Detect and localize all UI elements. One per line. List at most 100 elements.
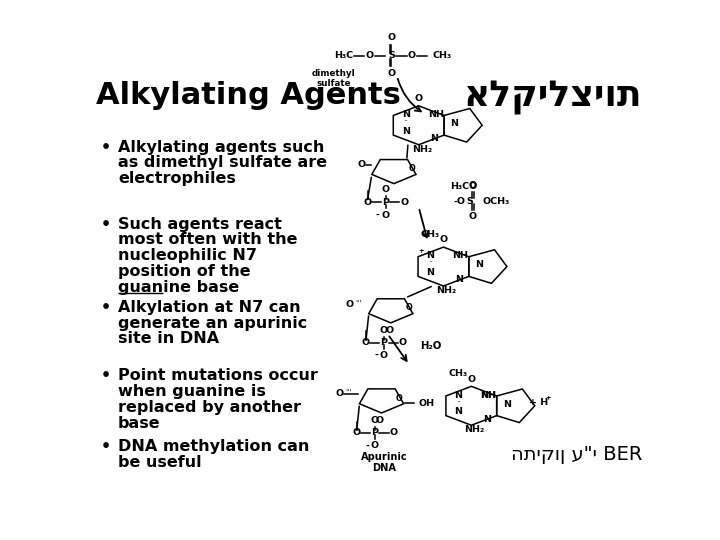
Text: O: O [357,160,366,169]
Text: Point mutations occur: Point mutations occur [118,368,318,383]
Text: position of the: position of the [118,264,251,279]
Text: ''': ''' [355,300,361,309]
Text: be useful: be useful [118,455,202,470]
Text: Alkylating Agents: Alkylating Agents [96,82,400,111]
Text: O: O [371,416,379,424]
Text: dimethyl: dimethyl [312,69,356,78]
Text: ··: ·· [456,398,461,407]
Text: N: N [402,110,410,119]
Text: •: • [101,300,112,315]
Text: •: • [101,368,112,383]
Text: -: - [374,352,378,360]
Text: S: S [467,197,473,206]
Text: O: O [396,394,403,402]
Text: P: P [380,338,387,347]
Text: •: • [101,217,112,232]
Text: O: O [382,211,390,220]
Text: CH₃: CH₃ [449,369,468,378]
Text: N: N [430,134,438,143]
Text: generate an apurinic: generate an apurinic [118,315,307,330]
Text: NH₂: NH₂ [464,425,485,434]
Text: H₃C: H₃C [335,51,354,60]
Text: •: • [101,140,112,154]
Text: אלקילציות: אלקילציות [464,82,642,116]
Text: O: O [469,181,477,190]
Text: H₂O: H₂O [420,341,442,352]
Text: O: O [415,94,423,103]
Text: O: O [439,235,448,245]
Text: -: - [365,441,369,450]
Text: NH: NH [480,390,496,400]
Text: OCH₃: OCH₃ [482,197,509,206]
Text: O: O [400,198,408,207]
Text: CH₃: CH₃ [433,51,451,60]
Text: base: base [118,416,161,431]
Text: electrophiles: electrophiles [118,171,235,186]
Text: DNA: DNA [373,463,397,472]
Text: ··: ·· [428,259,433,268]
Text: Such agents react: Such agents react [118,217,282,232]
Text: N: N [426,268,434,277]
Text: O: O [364,198,372,207]
Text: O: O [387,69,395,78]
Text: O: O [376,416,384,425]
Text: O: O [346,300,354,309]
Text: Apurinic: Apurinic [361,452,408,462]
Text: O: O [390,428,397,437]
Text: + H: + H [528,398,548,407]
Text: O: O [371,441,379,450]
Text: NH₂: NH₂ [412,145,432,154]
Text: Alkylation at N7 can: Alkylation at N7 can [118,300,300,315]
Text: S: S [388,51,395,60]
Text: P: P [382,198,389,207]
Text: -O: -O [453,197,465,206]
Text: •: • [101,439,112,454]
Text: N: N [483,415,491,423]
Text: O: O [380,352,388,360]
Text: -: - [376,211,379,220]
Text: P: P [372,428,378,437]
Text: NH: NH [428,110,444,119]
Text: O: O [382,185,390,194]
Text: O: O [408,164,415,173]
Text: sulfate: sulfate [316,79,351,88]
Text: N: N [455,275,463,285]
Text: NH₂: NH₂ [436,286,456,295]
Text: O: O [408,51,416,60]
Text: N: N [475,260,483,269]
Text: התיקון ע"י BER: התיקון ע"י BER [511,445,642,464]
Text: O: O [405,303,412,313]
Text: O: O [380,326,388,335]
Text: O: O [366,51,374,60]
Text: Alkylating agents such: Alkylating agents such [118,140,324,154]
Text: most often with the: most often with the [118,232,297,247]
Text: ''': ''' [345,389,351,398]
Text: N: N [426,252,434,260]
Text: H₃CO: H₃CO [449,182,477,191]
Text: O: O [336,389,343,398]
Text: NH: NH [452,252,469,260]
Text: NH: NH [480,390,496,400]
Text: N: N [454,390,462,400]
Text: as dimethyl sulfate are: as dimethyl sulfate are [118,156,327,171]
Text: ··: ·· [403,117,408,126]
Text: replaced by another: replaced by another [118,400,301,415]
Text: N: N [450,119,459,128]
Text: when guanine is: when guanine is [118,384,266,399]
Text: +: + [545,395,551,401]
Text: +: + [418,248,424,254]
Text: nucleophilic N7: nucleophilic N7 [118,248,257,263]
Text: OH: OH [418,399,434,408]
Text: O: O [398,338,407,347]
Text: O: O [387,33,395,42]
Text: N: N [503,400,511,409]
Text: O: O [467,375,475,384]
Text: guanine base: guanine base [118,280,239,295]
Text: O: O [353,428,361,437]
Text: site in DNA: site in DNA [118,332,219,346]
Text: N: N [454,407,462,416]
Text: O: O [362,338,370,347]
Text: CH₃: CH₃ [421,230,440,239]
Text: O: O [385,326,393,334]
Text: DNA methylation can: DNA methylation can [118,439,310,454]
